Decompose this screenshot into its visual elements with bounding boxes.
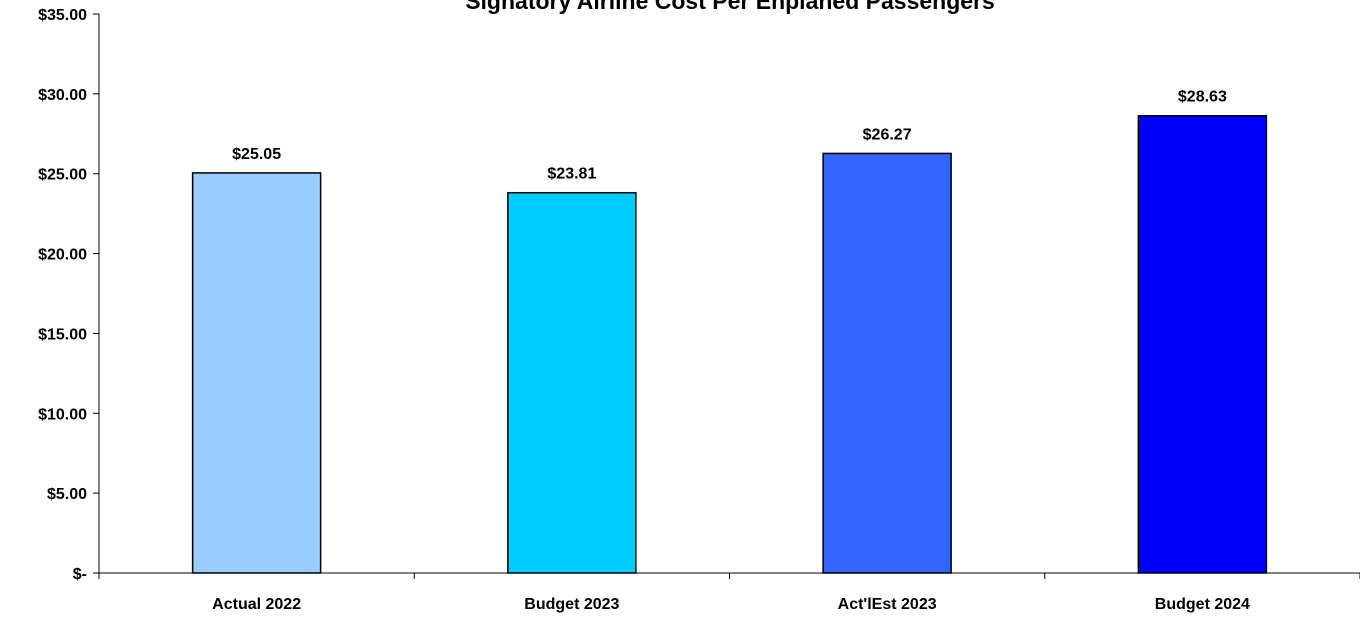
x-tick-label: Budget 2024 xyxy=(1155,596,1250,613)
y-tick-label: $25.00 xyxy=(38,167,87,184)
bar xyxy=(822,152,952,574)
data-label: $26.27 xyxy=(863,126,912,143)
y-tick-label: $10.00 xyxy=(38,406,87,423)
y-tick-label: $30.00 xyxy=(38,87,87,104)
x-tick-label: Actual 2022 xyxy=(212,596,301,613)
y-tick-label: $20.00 xyxy=(38,247,87,264)
data-label: $25.05 xyxy=(232,146,281,163)
x-tick-label: Act'lEst 2023 xyxy=(838,596,937,613)
bar xyxy=(1137,114,1268,574)
data-label: $28.63 xyxy=(1178,89,1227,106)
y-tick-label: $5.00 xyxy=(47,486,87,503)
y-tick-label: $15.00 xyxy=(38,326,87,343)
x-tick-label: Budget 2023 xyxy=(524,596,619,613)
y-tick-label: $- xyxy=(73,566,87,583)
bar xyxy=(191,172,322,574)
y-tick-label: $35.00 xyxy=(38,7,87,24)
bar xyxy=(507,191,637,574)
data-label: $23.81 xyxy=(547,166,596,183)
